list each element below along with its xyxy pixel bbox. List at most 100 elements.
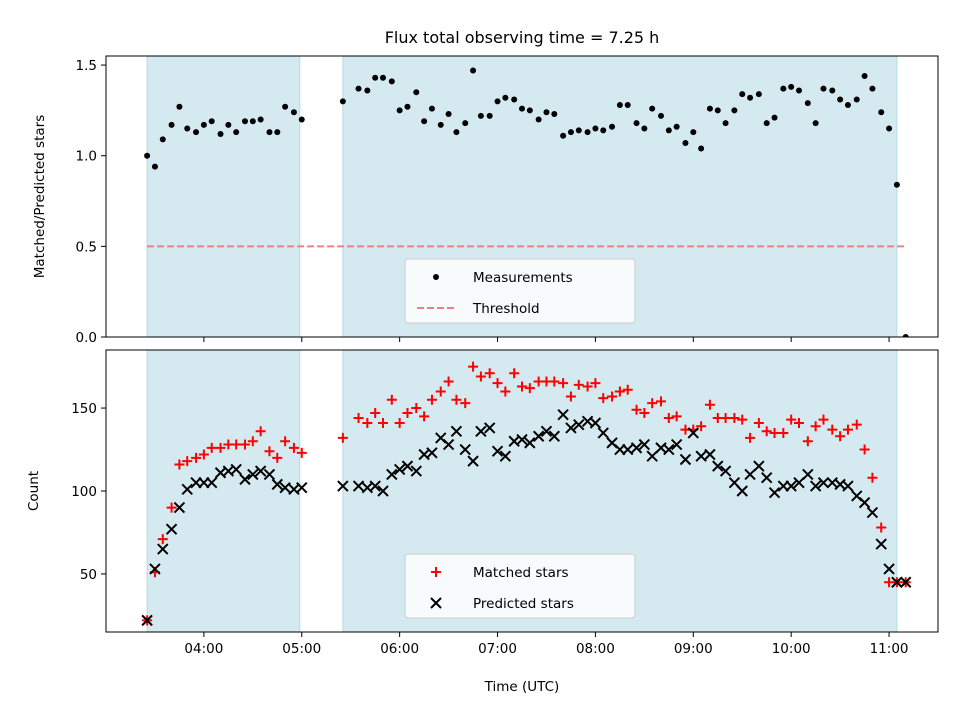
data-point [869,85,876,92]
data-point [524,437,536,449]
data-point [761,426,772,437]
data-point [296,481,308,494]
data-point [181,483,193,496]
data-point [804,100,811,107]
data-point [174,459,185,470]
data-point [173,501,186,514]
data-point [362,417,373,428]
data-point [288,442,299,453]
data-point [893,181,900,188]
data-point [421,118,428,125]
data-point [543,109,550,116]
data-point [352,480,365,492]
data-point [719,465,732,477]
data-point [511,96,518,103]
data-point [502,94,509,101]
data-point [296,447,307,458]
data-point [484,368,495,379]
data-point [663,443,675,456]
data-point [827,424,838,435]
data-point [842,424,853,435]
data-point [475,425,487,437]
data-point [796,87,803,94]
observing-window [146,56,301,337]
x-tick-label: 04:00 [184,641,223,657]
legend-entry: Matched stars [431,565,569,581]
data-point [769,427,780,438]
x-tick-label: 10:00 [772,641,811,657]
data-point [622,384,633,395]
data-point [597,427,609,439]
data-point [558,378,569,389]
data-point [842,480,854,492]
data-point [467,455,479,467]
data-point [266,129,273,136]
data-point [590,378,601,389]
data-point [786,414,797,425]
data-point [812,120,819,127]
data-point [616,101,623,108]
legend-entry: Threshold [417,301,540,317]
data-point [451,394,462,405]
observing-window [146,350,301,632]
data-point [690,129,697,136]
legend-label: Predicted stars [473,596,574,612]
data-point [200,121,207,128]
data-point [247,468,259,481]
data-point [565,391,576,402]
data-point [483,422,496,434]
data-point [290,109,297,116]
data-point [144,152,151,159]
legend-box [404,258,636,324]
data-point [560,132,567,139]
data-point [437,121,444,128]
x-axis-label: Time (UTC) [484,679,560,695]
y-tick-label: 150 [71,401,97,417]
data-point [778,427,789,438]
data-point [747,94,754,101]
data-point [372,74,379,81]
data-point [802,436,813,447]
data-point [215,442,226,453]
data-point [687,427,700,439]
data-point [191,452,202,463]
x-tick-label: 09:00 [674,641,713,657]
data-point [876,522,887,533]
data-point [698,145,705,152]
legend-swatch [431,567,441,577]
data-point [704,399,715,410]
data-point [829,87,836,94]
data-point [401,460,414,472]
data-point [535,116,542,123]
data-point [272,452,283,463]
x-tick-label: 08:00 [576,641,615,657]
data-point [712,460,724,472]
data-point [592,125,599,132]
legend-swatch [430,597,442,609]
data-point [785,480,797,492]
data-point [714,107,721,114]
data-point [274,129,281,136]
data-point [739,91,746,98]
data-point [396,107,403,114]
data-point [582,381,593,392]
y-axis-label: Count [26,471,42,511]
data-point [168,121,175,128]
data-point [624,101,631,108]
data-point [704,448,716,461]
data-point [878,109,885,116]
data-point [802,468,814,481]
data-point [646,450,658,462]
data-point [744,468,756,481]
data-point [442,438,455,451]
data-point [443,376,454,387]
data-point [462,120,469,127]
data-point [753,460,765,472]
data-point [402,408,413,419]
axes-frame [105,55,939,338]
data-point [630,442,643,454]
data-point [184,125,191,132]
data-point [641,125,648,132]
data-point [280,436,291,447]
